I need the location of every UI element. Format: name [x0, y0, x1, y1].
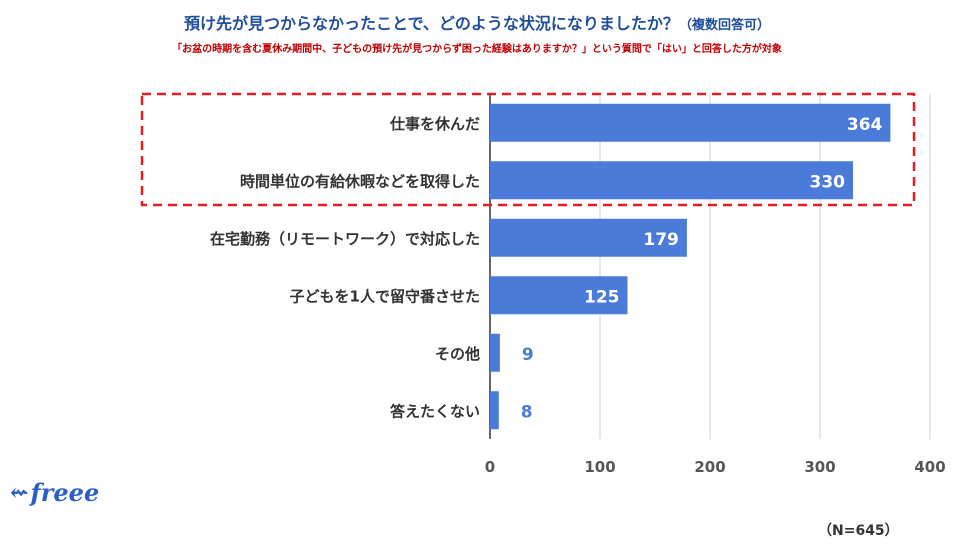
data-label: 125 [584, 287, 620, 307]
data-label: 364 [847, 115, 883, 135]
bar [490, 276, 628, 315]
data-label: 330 [810, 172, 846, 192]
chart-title-suffix: （複数回答可） [678, 18, 770, 33]
bar [490, 103, 891, 142]
category-label: 答えたくない [390, 402, 480, 420]
x-tick-label: 100 [584, 458, 615, 476]
bar [490, 161, 853, 200]
data-label: 8 [521, 402, 533, 422]
bar [490, 218, 687, 257]
bar [490, 333, 500, 372]
chart-title: 預け先が見つからなかったことで、どのような状況になりましたか？（複数回答可） [0, 10, 954, 34]
x-tick-label: 300 [804, 458, 835, 476]
category-label: その他 [435, 345, 480, 363]
sample-size-note: （N=645） [818, 523, 899, 539]
category-label: 時間単位の有給休暇などを取得した [240, 172, 480, 190]
bar [490, 391, 499, 430]
category-label: 在宅勤務（リモートワーク）で対応した [210, 230, 480, 248]
x-tick-label: 0 [485, 458, 495, 476]
logo-text: freee [30, 478, 100, 507]
data-label: 179 [643, 230, 679, 250]
category-label: 仕事を休んだ [389, 115, 480, 133]
x-tick-label: 200 [694, 458, 725, 476]
data-label: 9 [522, 345, 534, 365]
category-label: 子どもを1人で留守番させた [290, 287, 480, 305]
highlight-box [140, 92, 916, 207]
chart-subtitle: 「お盆の時期を含む夏休み期間中、子どもの預け先が見つからず困った経験はありますか… [172, 44, 782, 55]
freee-logo: ⇜ freee [10, 478, 99, 507]
x-tick-label: 400 [914, 458, 945, 476]
chart-title-main: 預け先が見つからなかったことで、どのような状況になりましたか？ [184, 14, 679, 33]
freee-swallow-icon: ⇜ [10, 479, 29, 506]
